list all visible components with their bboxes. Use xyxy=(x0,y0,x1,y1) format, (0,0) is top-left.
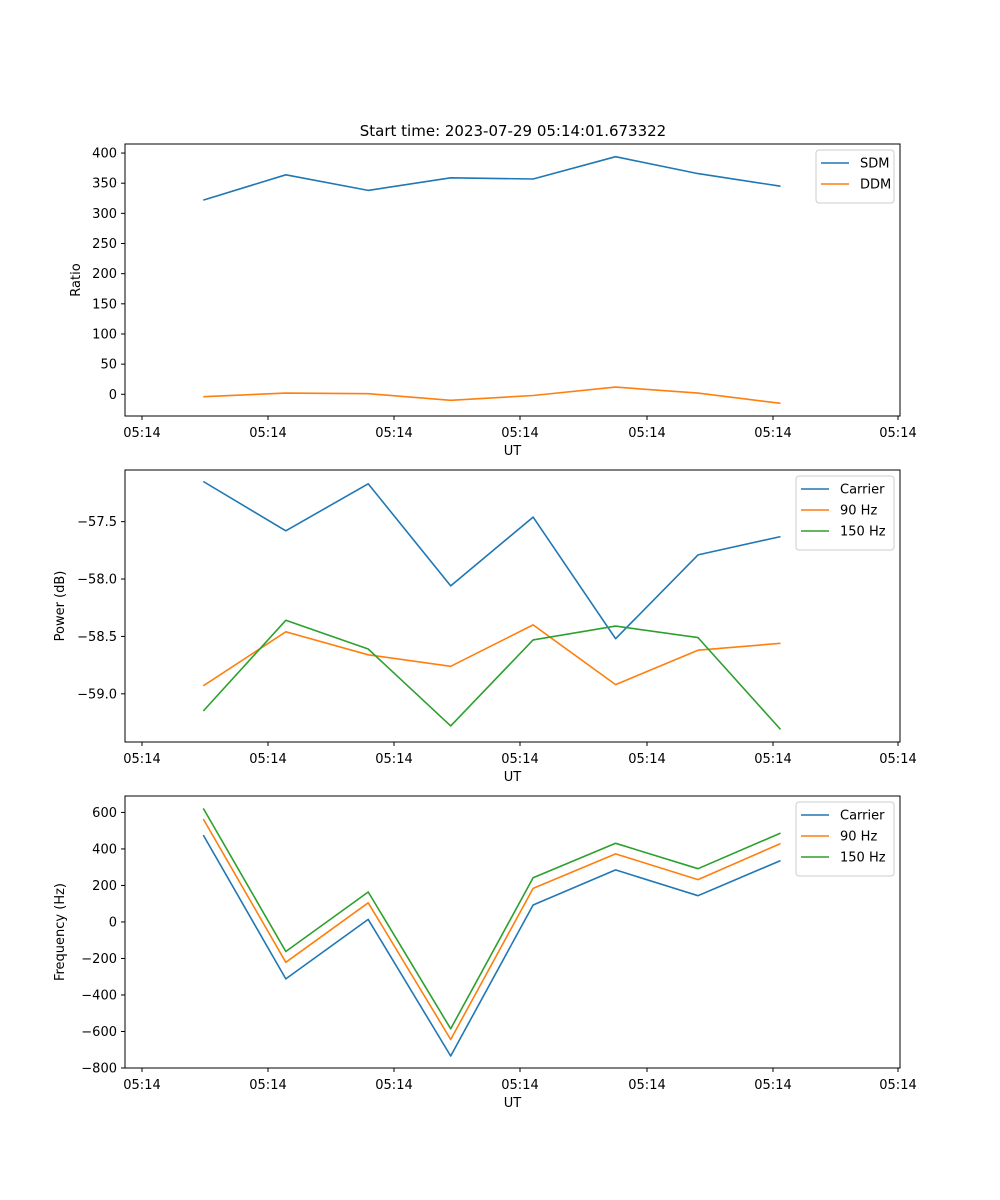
legend-label: SDM xyxy=(860,157,889,172)
legend-label: DDM xyxy=(860,178,891,193)
y-tick-label: 250 xyxy=(92,237,117,252)
y-tick-label: 100 xyxy=(92,327,117,342)
y-tick-label: 600 xyxy=(92,806,117,821)
y-axis-label: Ratio xyxy=(69,263,84,296)
x-tick-label: 05:14 xyxy=(879,752,916,767)
y-tick-label: −400 xyxy=(81,988,117,1003)
x-tick-label: 05:14 xyxy=(249,752,286,767)
x-tick-label: 05:14 xyxy=(628,426,665,441)
y-tick-label: 50 xyxy=(100,358,117,373)
x-tick-label: 05:14 xyxy=(501,752,538,767)
y-tick-label: 350 xyxy=(92,177,117,192)
x-tick-label: 05:14 xyxy=(123,426,160,441)
y-tick-label: −57.5 xyxy=(77,515,117,530)
x-tick-label: 05:14 xyxy=(249,1078,286,1093)
series-line-150-hz xyxy=(202,808,781,1030)
y-tick-label: −200 xyxy=(81,952,117,967)
x-tick-label: 05:14 xyxy=(123,752,160,767)
x-tick-label: 05:14 xyxy=(754,1078,791,1093)
chart-panel-3: 05:14 05:14 05:14 05:14 05:14 05:14 05:14 −800 −… xyxy=(53,795,917,1111)
x-tick-label: 05:14 xyxy=(375,752,412,767)
legend-label: 90 Hz xyxy=(840,830,877,845)
legend-label: 150 Hz xyxy=(840,851,886,866)
y-tick-label: 200 xyxy=(92,267,117,282)
y-tick-label: −58.5 xyxy=(77,630,117,645)
axes-frame xyxy=(124,795,901,1069)
y-tick-label: 400 xyxy=(92,147,117,162)
x-tick-label: 05:14 xyxy=(501,426,538,441)
y-tick-label: 300 xyxy=(92,207,117,222)
x-axis-label: UT xyxy=(504,444,522,459)
legend-label: Carrier xyxy=(840,809,885,824)
y-tick-label: 0 xyxy=(109,915,117,930)
y-axis-label: Power (dB) xyxy=(53,571,68,642)
x-tick-label: 05:14 xyxy=(375,1078,412,1093)
legend-label: Carrier xyxy=(840,483,885,498)
series-line-sdm xyxy=(203,155,781,201)
series-line-carrier xyxy=(202,834,781,1057)
x-tick-label: 05:14 xyxy=(754,426,791,441)
y-tick-label: 0 xyxy=(109,388,117,403)
y-tick-label: 200 xyxy=(92,879,117,894)
x-tick-label: 05:14 xyxy=(501,1078,538,1093)
series-line-150-hz xyxy=(202,619,782,730)
x-tick-label: 05:14 xyxy=(123,1078,160,1093)
y-tick-label: −59.0 xyxy=(77,687,117,702)
y-tick-label: −800 xyxy=(81,1062,117,1077)
axes-frame xyxy=(124,143,901,417)
x-axis-label: UT xyxy=(504,770,522,785)
legend-label: 90 Hz xyxy=(840,504,877,519)
chart-panel-1: 05:14 05:14 05:14 05:14 05:14 05:14 05:14 0 50 10… xyxy=(69,143,917,459)
chart-panel-2: 05:14 05:14 05:14 05:14 05:14 05:14 05:14 −59.0… xyxy=(53,469,917,785)
x-tick-label: 05:14 xyxy=(879,426,916,441)
x-axis-label: UT xyxy=(504,1096,522,1111)
figure-title: Start time: 2023-07-29 05:14:01.673322 xyxy=(360,122,666,140)
y-tick-label: 150 xyxy=(92,297,117,312)
series-line-carrier xyxy=(202,480,781,640)
series-line-90-hz xyxy=(202,818,781,1041)
x-tick-label: 05:14 xyxy=(628,1078,665,1093)
y-tick-label: −600 xyxy=(81,1025,117,1040)
axes-frame xyxy=(124,469,901,743)
x-tick-label: 05:14 xyxy=(249,426,286,441)
series-line-90-hz xyxy=(202,624,781,687)
series-line-ddm xyxy=(203,386,781,405)
x-tick-label: 05:14 xyxy=(879,1078,916,1093)
x-tick-label: 05:14 xyxy=(628,752,665,767)
x-tick-label: 05:14 xyxy=(375,426,412,441)
legend-label: 150 Hz xyxy=(840,525,886,540)
panels: 05:14 05:14 05:14 05:14 05:14 05:14 05:14 0 50 10… xyxy=(53,143,917,1111)
y-axis-label: Frequency (Hz) xyxy=(53,883,68,981)
y-tick-label: 400 xyxy=(92,842,117,857)
y-tick-label: −58.0 xyxy=(77,573,117,588)
x-tick-label: 05:14 xyxy=(754,752,791,767)
